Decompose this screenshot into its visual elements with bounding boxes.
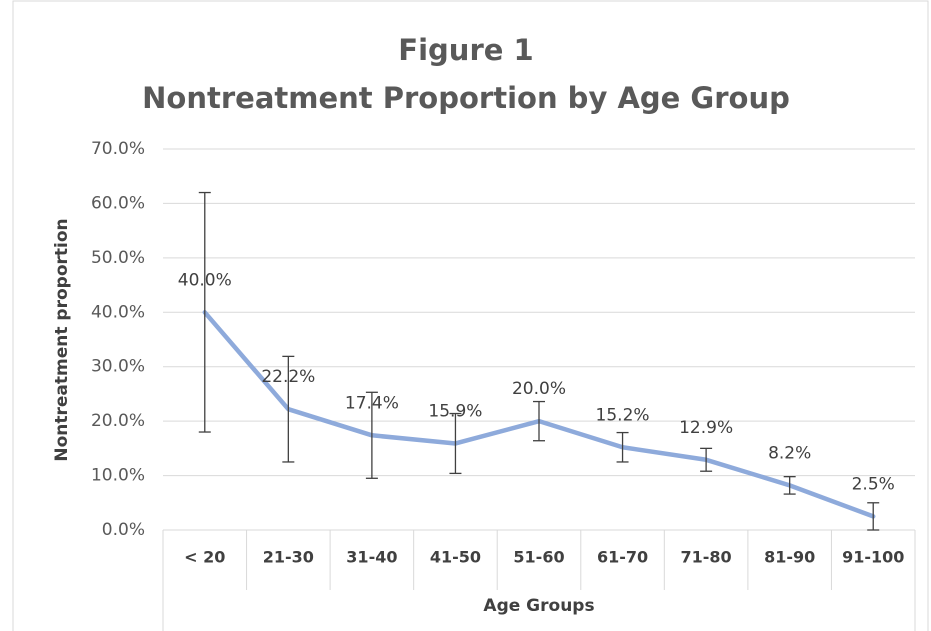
error-bar <box>867 502 880 531</box>
data-label: 15.9% <box>428 401 482 421</box>
y-tick-label: 70.0% <box>91 139 145 159</box>
y-axis-label: Nontreatment proportion <box>52 218 72 461</box>
error-bar <box>616 431 629 463</box>
data-label: 12.9% <box>679 418 733 438</box>
error-bar <box>282 355 295 463</box>
y-tick-label: 60.0% <box>91 193 145 213</box>
x-tick-label: 91-100 <box>842 548 904 567</box>
x-tick-label: 31-40 <box>346 548 397 567</box>
x-tick-label: < 20 <box>184 548 225 567</box>
x-tick-label: 51-60 <box>513 548 564 567</box>
chart-border <box>12 0 929 631</box>
x-tick-label: 61-70 <box>597 548 648 567</box>
data-label: 15.2% <box>596 405 650 425</box>
error-bar <box>198 191 211 433</box>
chart-subtitle: Nontreatment Proportion by Age Group <box>142 81 790 115</box>
data-label: 22.2% <box>261 367 315 387</box>
error-bar <box>449 412 462 475</box>
x-tick-label: 71-80 <box>681 548 732 567</box>
data-label: 17.4% <box>345 393 399 413</box>
x-axis-label: Age Groups <box>483 596 594 616</box>
data-label: 20.0% <box>512 379 566 399</box>
y-tick-label: 0.0% <box>102 520 145 540</box>
data-label: 8.2% <box>768 443 811 463</box>
error-bar <box>783 476 796 495</box>
y-tick-label: 10.0% <box>91 466 145 486</box>
y-tick-label: 30.0% <box>91 357 145 377</box>
data-label: 40.0% <box>178 270 232 290</box>
chart-title: Figure 1 <box>398 33 533 67</box>
error-bar <box>365 391 378 479</box>
x-tick-label: 81-90 <box>764 548 815 567</box>
x-tick-label: 41-50 <box>430 548 481 567</box>
y-tick-label: 40.0% <box>91 302 145 322</box>
error-bar <box>533 400 545 442</box>
y-tick-label: 20.0% <box>91 411 145 431</box>
y-tick-label: 50.0% <box>91 248 145 268</box>
x-tick-label: 21-30 <box>263 548 314 567</box>
error-bar <box>700 447 713 472</box>
data-label: 2.5% <box>852 474 895 494</box>
